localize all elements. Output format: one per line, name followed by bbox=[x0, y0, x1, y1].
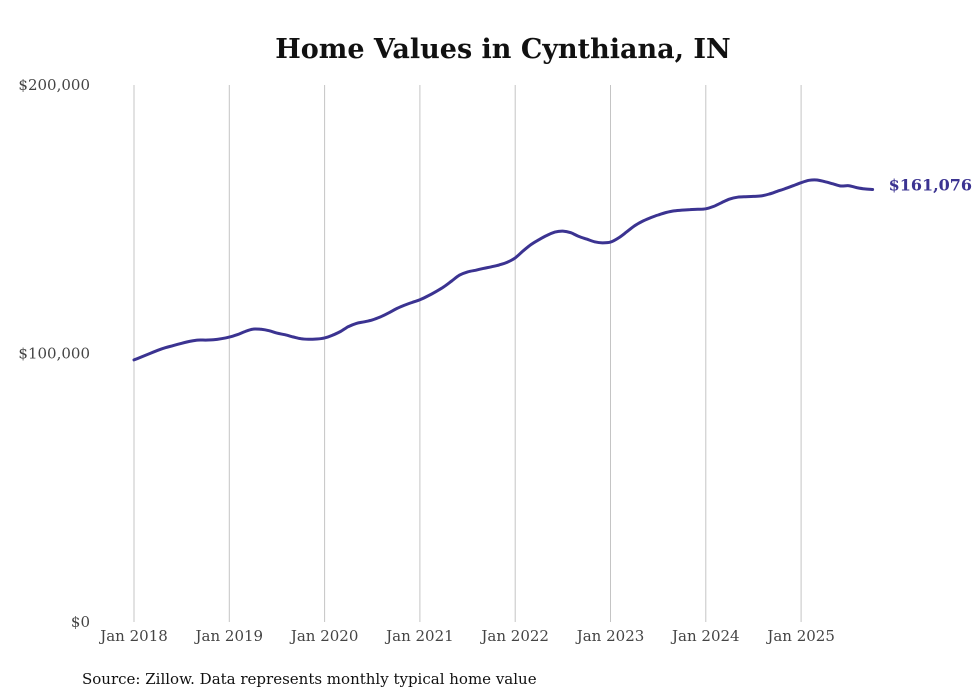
y-tick-label: $200,000 bbox=[18, 76, 90, 94]
y-tick-label: $0 bbox=[71, 613, 90, 631]
x-tick-label: Jan 2021 bbox=[384, 627, 454, 645]
x-tick-label: Jan 2018 bbox=[98, 627, 168, 645]
chart-title: Home Values in Cynthiana, IN bbox=[275, 34, 730, 65]
x-tick-label: Jan 2019 bbox=[194, 627, 264, 645]
gridlines bbox=[133, 85, 802, 622]
end-value-label: $161,076 bbox=[889, 176, 973, 195]
y-tick-label: $100,000 bbox=[18, 345, 90, 363]
x-tick-label: Jan 2024 bbox=[670, 627, 740, 645]
x-tick-label: Jan 2020 bbox=[289, 627, 359, 645]
x-tick-label: Jan 2025 bbox=[765, 627, 835, 645]
source-note: Source: Zillow. Data represents monthly … bbox=[82, 670, 537, 688]
x-tick-label: Jan 2023 bbox=[575, 627, 645, 645]
x-tick-label: Jan 2022 bbox=[479, 627, 549, 645]
x-axis: Jan 2018 Jan 2019 Jan 2020 Jan 2021 Jan 2022… bbox=[98, 627, 835, 645]
series-line bbox=[132, 178, 875, 362]
y-axis: $0 $100,000 $200,000 bbox=[18, 76, 90, 631]
